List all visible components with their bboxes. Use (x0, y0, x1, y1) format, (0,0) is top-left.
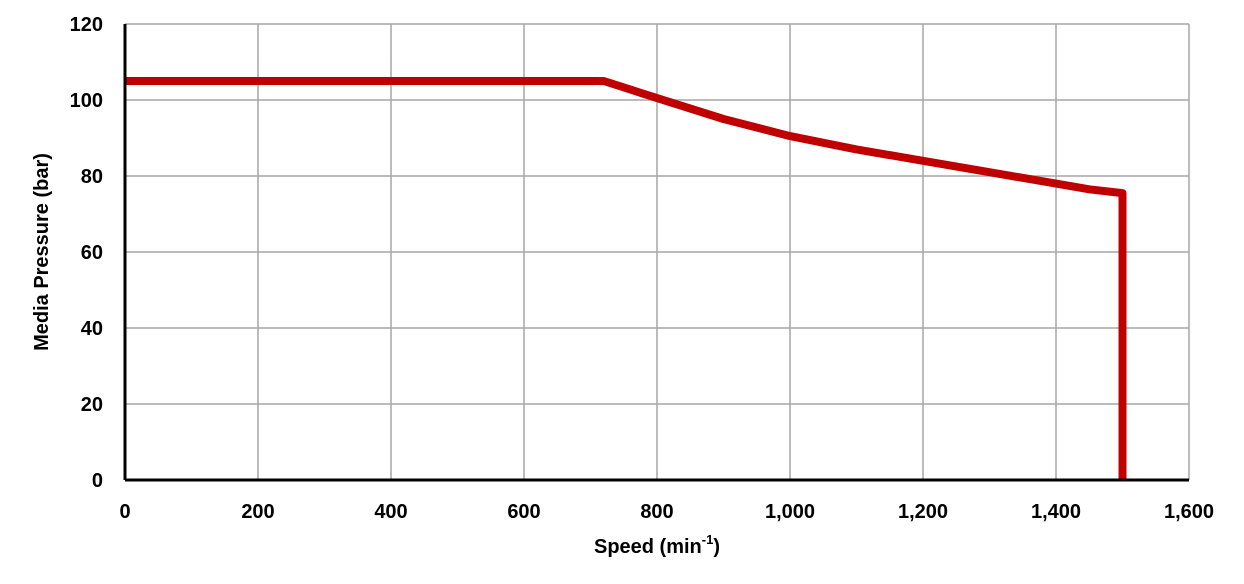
x-axis-title-superscript: -1 (702, 532, 714, 547)
x-tick-label: 400 (374, 501, 407, 523)
x-tick-label: 800 (640, 501, 673, 523)
x-tick-label: 600 (507, 501, 540, 523)
x-tick-label: 1,600 (1164, 501, 1214, 523)
y-tick-label: 0 (92, 470, 103, 492)
series-line (125, 77, 1127, 480)
y-tick-label: 80 (81, 166, 103, 188)
x-tick-label: 1,200 (898, 501, 948, 523)
x-axis-title: Speed (min-1) (594, 532, 720, 558)
y-tick-label: 60 (81, 242, 103, 264)
x-tick-label: 200 (241, 501, 274, 523)
x-axis-title-close: ) (713, 536, 720, 558)
x-tick-labels: 0 200 400 600 800 1,000 1,200 1,400 1,600 (119, 501, 1214, 523)
y-tick-label: 20 (81, 394, 103, 416)
y-axis-title: Media Pressure (bar) (31, 153, 53, 351)
series-layer (125, 77, 1127, 480)
y-tick-label: 40 (81, 318, 103, 340)
y-tick-label: 100 (70, 90, 103, 112)
x-tick-label: 0 (119, 501, 130, 523)
x-axis-title-text: Speed (min (594, 536, 702, 558)
y-tick-label: 120 (70, 14, 103, 36)
y-tick-labels: 0 20 40 60 80 100 120 (70, 14, 103, 492)
x-tick-label: 1,000 (765, 501, 815, 523)
grid (125, 23, 1190, 480)
x-tick-label: 1,400 (1031, 501, 1081, 523)
